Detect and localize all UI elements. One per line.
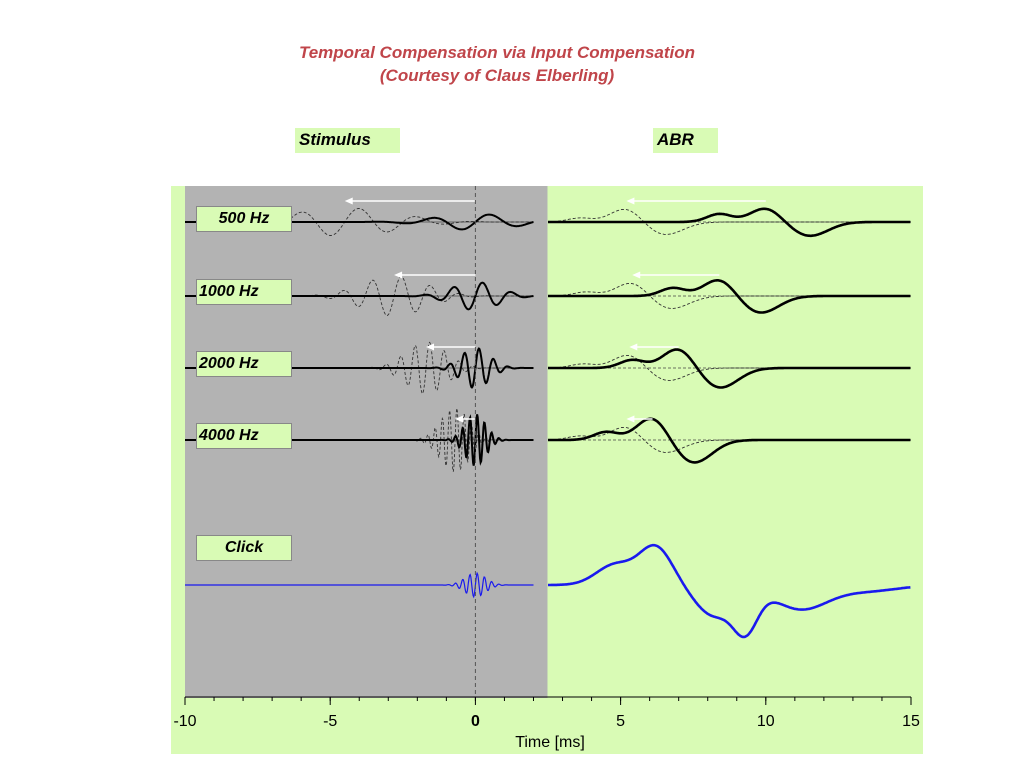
2000-hz-compensated-abr [548, 354, 911, 381]
1000-hz-abr-arrow-head [632, 271, 641, 279]
500-hz-compensated-stimulus [185, 208, 534, 236]
1000-hz-abr-trace [548, 279, 911, 314]
500-hz-compensated-abr [547, 208, 911, 235]
x-tick-label: 5 [616, 713, 625, 730]
2000-hz-abr-arrow-head [629, 343, 638, 351]
1000-hz-compensated-abr [548, 282, 911, 309]
1000-hz-compensated-stimulus [185, 276, 534, 316]
2000-hz-abr-trace [548, 348, 911, 389]
x-tick-label: -10 [173, 713, 196, 730]
stimulus-panel-label: Stimulus [295, 128, 400, 153]
4000-hz-label: 4000 Hz [196, 423, 292, 449]
click-abr-trace [548, 543, 911, 639]
abr-panel-label: ABR [653, 128, 718, 153]
2000-hz-stimulus-arrow-head [426, 343, 435, 351]
x-tick-label: 10 [757, 713, 775, 730]
500-hz-stimulus-arrow-head [344, 197, 353, 205]
x-tick-label: -5 [323, 713, 337, 730]
500-hz-label: 500 Hz [196, 206, 292, 232]
4000-hz-stimulus-arrow-head [455, 415, 464, 423]
500-hz-abr-arrow-head [626, 197, 635, 205]
500-hz-abr-trace [548, 207, 911, 238]
2000-hz-label: 2000 Hz [196, 351, 292, 377]
1000-hz-label: 1000 Hz [196, 279, 292, 305]
x-tick-label: 0 [471, 713, 480, 730]
chart-title: Temporal Compensation via Input Compensa… [298, 43, 696, 62]
x-tick-label: 15 [902, 713, 920, 730]
1000-hz-stimulus-arrow-head [394, 271, 403, 279]
x-axis-label: Time [ms] [515, 734, 585, 751]
click-label: Click [196, 535, 292, 561]
4000-hz-abr-trace [548, 417, 911, 464]
4000-hz-abr-arrow-head [626, 415, 635, 423]
chart-subtitle: (Courtesy of Claus Elberling) [379, 66, 615, 85]
